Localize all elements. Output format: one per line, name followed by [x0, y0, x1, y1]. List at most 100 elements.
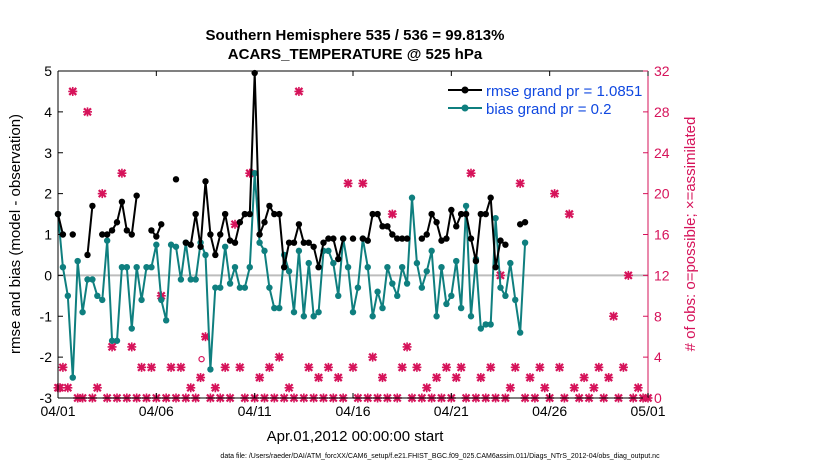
rmse-point — [403, 235, 411, 242]
obs-assimilated-marker — [378, 373, 387, 383]
rmse-point — [448, 206, 455, 214]
bias-point — [261, 247, 268, 255]
obs-assimilated-marker — [564, 209, 574, 219]
y-left-tick-label: 2 — [44, 186, 52, 202]
bias-point — [384, 264, 391, 271]
bias-point — [276, 304, 283, 312]
obs-assimilated-marker — [137, 362, 147, 372]
y-left-tick-label: 0 — [44, 267, 52, 283]
rmse-point — [467, 235, 475, 242]
obs-assimilated-marker — [333, 373, 343, 383]
rmse-point — [374, 210, 381, 218]
obs-assimilated-marker — [510, 362, 520, 372]
obs-assimilated-marker — [609, 311, 619, 321]
bias-point — [295, 247, 303, 255]
rmse-point — [462, 210, 470, 218]
bias-point — [99, 296, 106, 304]
rmse-point — [482, 210, 489, 218]
legend-rmse-label: rmse grand pr = 1.0851 — [486, 83, 642, 100]
bias-point — [59, 264, 67, 271]
rmse-point — [453, 223, 460, 230]
y-left-tick-label: 1 — [44, 227, 52, 243]
plot-background — [58, 71, 648, 398]
obs-assimilated-marker — [387, 209, 397, 219]
bias-point — [502, 292, 509, 300]
obs-assimilated-marker — [505, 383, 515, 393]
obs-assimilated-marker — [402, 342, 412, 352]
rmse-point — [113, 219, 121, 226]
rmse-point — [516, 221, 524, 228]
y-right-tick-label: 20 — [654, 186, 670, 202]
rmse-point — [226, 237, 234, 244]
rmse-point — [128, 231, 135, 238]
rmse-point — [487, 194, 494, 201]
y-right-tick-label: 0 — [654, 390, 662, 406]
rmse-point — [295, 221, 303, 228]
bias-point — [271, 304, 278, 312]
bias-point — [143, 264, 150, 271]
bias-point — [148, 264, 155, 271]
obs-assimilated-marker — [569, 383, 579, 393]
bias-point — [344, 264, 352, 271]
rmse-point — [221, 210, 229, 218]
bias-point — [448, 292, 455, 300]
obs-possible-marker — [198, 355, 205, 363]
bias-point — [256, 239, 263, 246]
obs-assimilated-marker — [466, 168, 476, 178]
y-right-tick-label: 12 — [654, 267, 670, 283]
y-left-tick-label: -3 — [40, 390, 53, 406]
rmse-point — [103, 231, 111, 238]
bias-point — [246, 264, 253, 271]
x-tick-label: 05/01 — [630, 403, 665, 419]
bias-point — [241, 284, 249, 291]
rmse-point — [349, 235, 357, 242]
bias-point — [364, 264, 371, 271]
bias-point — [457, 304, 465, 312]
obs-assimilated-marker — [422, 383, 432, 393]
rmse-point — [280, 264, 288, 271]
obs-assimilated-marker — [176, 362, 186, 372]
bias-point — [492, 214, 499, 222]
rmse-point — [290, 239, 298, 246]
rmse-point — [492, 264, 499, 271]
rmse-point — [89, 202, 96, 210]
obs-assimilated-marker — [55, 383, 65, 393]
obs-assimilated-marker — [83, 107, 92, 117]
x-tick-label: 04/26 — [532, 403, 567, 419]
rmse-point — [271, 210, 278, 218]
obs-assimilated-marker — [274, 352, 284, 362]
rmse-point — [212, 251, 219, 259]
bias-point — [521, 239, 529, 246]
data-file-note: data file: /Users/raeder/DAI/ATM_forcXX/… — [220, 453, 660, 460]
bias-point — [64, 292, 72, 300]
bias-point — [325, 247, 332, 255]
obs-assimilated-marker — [284, 383, 294, 393]
obs-assimilated-marker — [368, 352, 378, 362]
x-tick-label: 04/11 — [238, 403, 272, 419]
rmse-point — [256, 231, 263, 238]
bias-point — [231, 264, 239, 271]
legend-rmse-marker — [461, 86, 469, 94]
bias-point — [69, 374, 76, 381]
bias-point — [477, 325, 485, 332]
rmse-point — [246, 210, 253, 218]
rmse-point — [84, 251, 91, 259]
rmse-point — [197, 243, 204, 250]
bias-point — [226, 280, 234, 287]
y-right-tick-label: 32 — [654, 63, 670, 79]
obs-assimilated-marker — [117, 168, 127, 178]
bias-point — [305, 259, 312, 267]
rmse-point — [133, 192, 140, 199]
bias-point — [153, 241, 160, 248]
rmse-point — [310, 243, 317, 250]
obs-assimilated-marker — [441, 362, 451, 372]
bias-point — [379, 304, 386, 312]
bias-point — [192, 276, 199, 283]
bias-point — [113, 337, 121, 344]
rmse-point — [207, 231, 214, 238]
rmse-series — [54, 69, 529, 271]
bias-point — [94, 292, 101, 300]
rmse-point — [217, 231, 224, 238]
y-right-axis-ticks: 0 4 8 12 16 20 24 28 32 — [643, 63, 670, 406]
y-left-axis-label: rmse and bias (model - observation) — [7, 114, 24, 354]
